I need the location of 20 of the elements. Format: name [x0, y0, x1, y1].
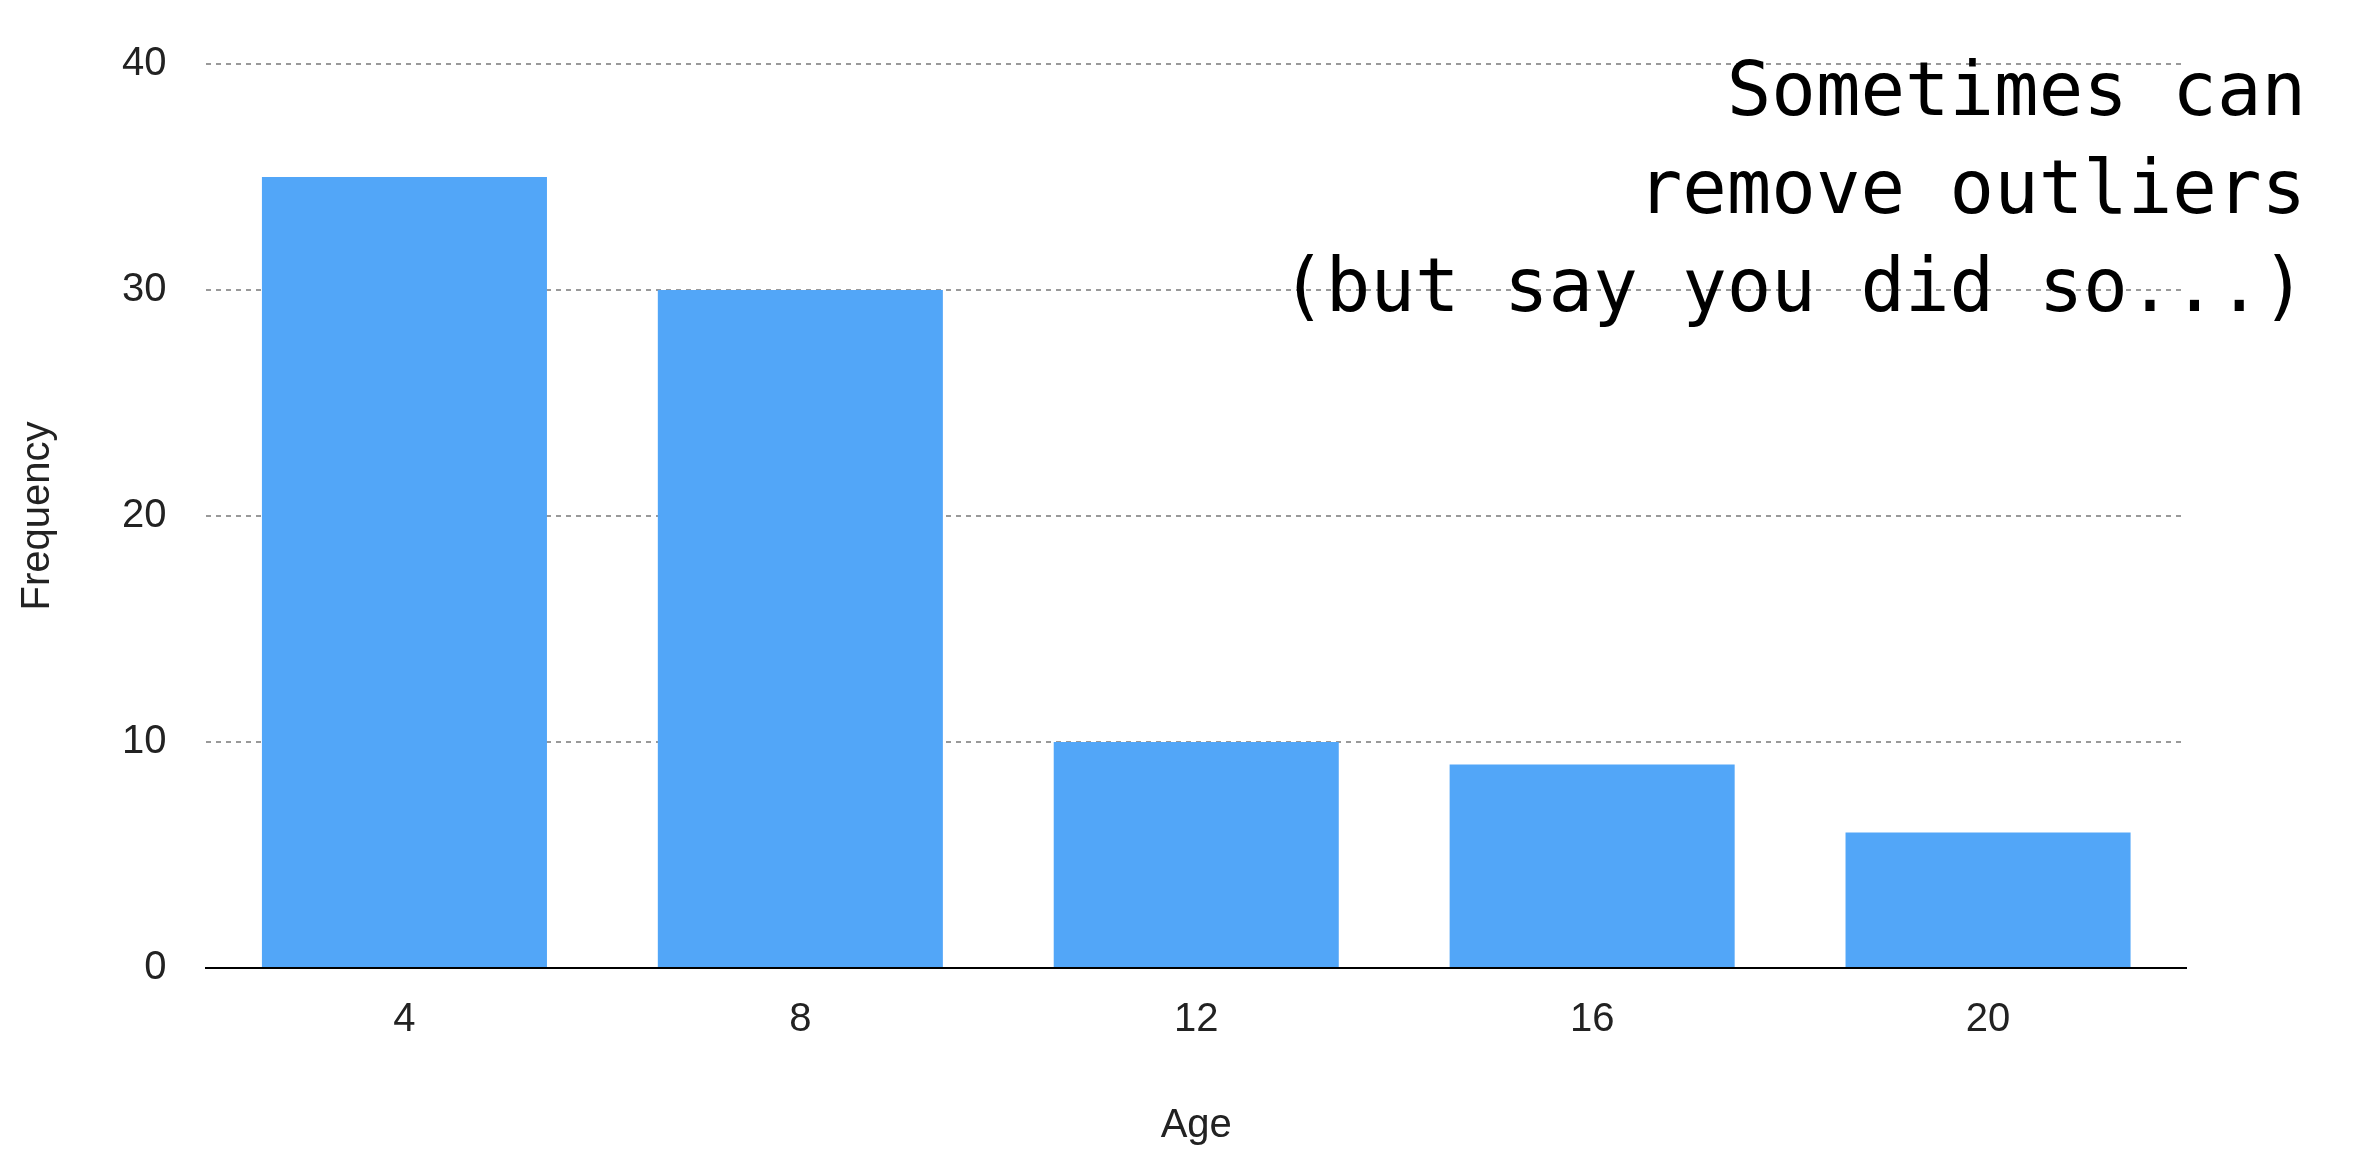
bar: [261, 177, 547, 967]
x-tick-label: 20: [1965, 995, 2011, 1040]
x-tick-label: 8: [789, 995, 812, 1040]
bar: [1845, 832, 2131, 967]
y-tick-label: 10: [121, 717, 167, 762]
y-axis-title: Frequency: [13, 421, 58, 611]
x-axis-title: Age: [1160, 1101, 1232, 1146]
bar: [1053, 742, 1339, 967]
y-tick-label: 30: [121, 265, 167, 310]
y-tick-label: 0: [144, 943, 167, 988]
x-tick-label: 4: [393, 995, 416, 1040]
annotation: (but say you did so...): [1281, 241, 2306, 330]
y-tick-label: 20: [121, 491, 167, 536]
bar: [657, 290, 943, 967]
bar: [1449, 764, 1735, 967]
y-tick-label: 40: [121, 39, 167, 84]
x-tick-label: 16: [1569, 995, 1615, 1040]
annotation: Sometimes can: [1725, 45, 2306, 134]
annotation: remove outliers: [1636, 143, 2306, 232]
x-tick-label: 12: [1174, 995, 1219, 1040]
